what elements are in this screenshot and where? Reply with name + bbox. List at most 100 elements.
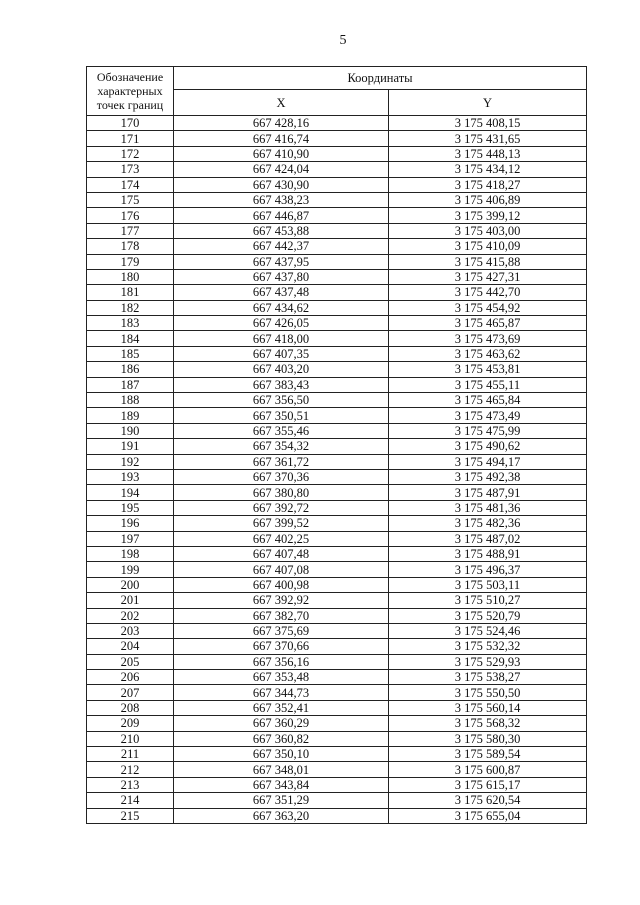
table-row: 171 667 416,74 3 175 431,65 [86, 130, 587, 147]
point-id-cell: 171 [86, 130, 174, 147]
point-id-cell: 195 [86, 499, 174, 517]
point-id-cell: 192 [86, 453, 174, 470]
point-id-cell: 211 [86, 746, 174, 763]
point-id-cell: 200 [86, 576, 174, 594]
x-cell: 667 354,32 [173, 438, 389, 455]
x-cell: 667 453,88 [173, 222, 389, 240]
y-cell: 3 175 494,17 [388, 453, 587, 470]
point-id-cell: 173 [86, 161, 174, 178]
table-row: 191 667 354,32 3 175 490,62 [86, 438, 587, 455]
x-cell: 667 407,08 [173, 561, 389, 578]
point-id-cell: 185 [86, 345, 174, 363]
x-cell: 667 426,05 [173, 315, 389, 332]
table-row: 215 667 363,20 3 175 655,04 [86, 807, 587, 824]
point-id-cell: 206 [86, 669, 174, 686]
table-row: 177 667 453,88 3 175 403,00 [86, 222, 587, 240]
table-row: 178 667 442,37 3 175 410,09 [86, 238, 587, 255]
table-row: 199 667 407,08 3 175 496,37 [86, 561, 587, 578]
table-row: 175 667 438,23 3 175 406,89 [86, 191, 587, 209]
x-cell: 667 437,80 [173, 268, 389, 286]
y-cell: 3 175 418,27 [388, 176, 587, 193]
x-cell: 667 402,25 [173, 530, 389, 547]
point-id-cell: 205 [86, 653, 174, 671]
page-number: 5 [339, 33, 347, 48]
x-cell: 667 361,72 [173, 453, 389, 470]
x-cell: 667 403,20 [173, 361, 389, 378]
y-cell: 3 175 473,69 [388, 330, 587, 347]
x-cell: 667 344,73 [173, 684, 389, 701]
x-cell: 667 350,51 [173, 407, 389, 424]
y-cell: 3 175 448,13 [388, 145, 587, 163]
table-row: 207 667 344,73 3 175 550,50 [86, 684, 587, 701]
point-id-cell: 183 [86, 315, 174, 332]
y-cell: 3 175 510,27 [388, 592, 587, 609]
point-id-cell: 196 [86, 515, 174, 532]
y-cell: 3 175 399,12 [388, 207, 587, 224]
y-cell: 3 175 615,17 [388, 776, 587, 794]
point-id-cell: 188 [86, 392, 174, 409]
y-cell: 3 175 453,81 [388, 361, 587, 378]
x-cell: 667 424,04 [173, 161, 389, 178]
table-row: 196 667 399,52 3 175 482,36 [86, 515, 587, 532]
x-cell: 667 382,70 [173, 607, 389, 624]
y-cell: 3 175 488,91 [388, 545, 587, 563]
x-cell: 667 400,98 [173, 576, 389, 594]
x-cell: 667 392,72 [173, 499, 389, 517]
y-cell: 3 175 620,54 [388, 792, 587, 809]
y-cell: 3 175 403,00 [388, 222, 587, 240]
y-cell: 3 175 532,32 [388, 638, 587, 655]
x-cell: 667 360,82 [173, 730, 389, 748]
table-row: 194 667 380,80 3 175 487,91 [86, 484, 587, 501]
y-cell: 3 175 538,27 [388, 669, 587, 686]
table-row: 204 667 370,66 3 175 532,32 [86, 638, 587, 655]
y-cell: 3 175 408,15 [388, 114, 587, 132]
y-cell: 3 175 475,99 [388, 422, 587, 440]
table-row: 185 667 407,35 3 175 463,62 [86, 345, 587, 363]
x-cell: 667 363,20 [173, 807, 389, 824]
point-id-cell: 182 [86, 299, 174, 317]
x-cell: 667 407,48 [173, 545, 389, 563]
y-cell: 3 175 520,79 [388, 607, 587, 624]
point-id-cell: 179 [86, 253, 174, 270]
table-row: 202 667 382,70 3 175 520,79 [86, 607, 587, 624]
table-row: 189 667 350,51 3 175 473,49 [86, 407, 587, 424]
table-row: 180 667 437,80 3 175 427,31 [86, 268, 587, 286]
point-id-cell: 176 [86, 207, 174, 224]
x-cell: 667 416,74 [173, 130, 389, 147]
x-cell: 667 407,35 [173, 345, 389, 363]
x-cell: 667 356,50 [173, 392, 389, 409]
y-cell: 3 175 487,02 [388, 530, 587, 547]
x-cell: 667 348,01 [173, 761, 389, 778]
y-cell: 3 175 415,88 [388, 253, 587, 270]
table-row: 195 667 392,72 3 175 481,36 [86, 499, 587, 517]
point-id-cell: 177 [86, 222, 174, 240]
point-id-cell: 180 [86, 268, 174, 286]
x-cell: 667 428,16 [173, 114, 389, 132]
x-cell: 667 437,95 [173, 253, 389, 270]
point-id-cell: 214 [86, 792, 174, 809]
point-id-cell: 197 [86, 530, 174, 547]
point-id-cell: 178 [86, 238, 174, 255]
x-cell: 667 410,90 [173, 145, 389, 163]
point-id-cell: 203 [86, 622, 174, 640]
point-id-cell: 199 [86, 561, 174, 578]
table-row: 173 667 424,04 3 175 434,12 [86, 161, 587, 178]
table-row: 201 667 392,92 3 175 510,27 [86, 592, 587, 609]
y-cell: 3 175 481,36 [388, 499, 587, 517]
point-id-cell: 189 [86, 407, 174, 424]
x-cell: 667 353,48 [173, 669, 389, 686]
point-id-cell: 207 [86, 684, 174, 701]
table-row: 188 667 356,50 3 175 465,84 [86, 392, 587, 409]
x-cell: 667 343,84 [173, 776, 389, 794]
table-row: 186 667 403,20 3 175 453,81 [86, 361, 587, 378]
x-cell: 667 352,41 [173, 699, 389, 717]
point-id-cell: 208 [86, 699, 174, 717]
x-cell: 667 430,90 [173, 176, 389, 193]
table-row: 182 667 434,62 3 175 454,92 [86, 299, 587, 317]
table-row: 210 667 360,82 3 175 580,30 [86, 730, 587, 748]
point-column-header: Обозначение характерных точек границ [86, 66, 174, 116]
x-cell: 667 442,37 [173, 238, 389, 255]
table-row: 209 667 360,29 3 175 568,32 [86, 715, 587, 732]
table-row: 176 667 446,87 3 175 399,12 [86, 207, 587, 224]
y-cell: 3 175 655,04 [388, 807, 587, 824]
